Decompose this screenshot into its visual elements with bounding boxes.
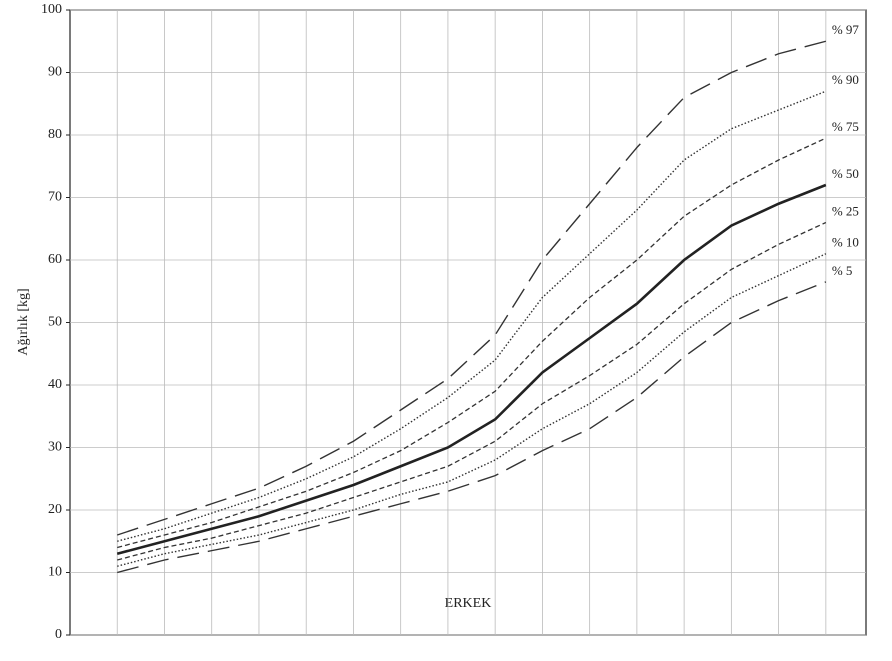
series-label: % 50 xyxy=(832,166,859,181)
y-tick-label: 50 xyxy=(48,315,62,330)
y-tick-label: 100 xyxy=(41,2,62,17)
percentile-line xyxy=(117,137,827,549)
percentile-line xyxy=(117,221,827,561)
percentile-line xyxy=(116,183,827,556)
y-tick-label: 20 xyxy=(48,502,62,517)
series-label: % 97 xyxy=(832,22,860,37)
y-axis-label: Ağırlık [kg] xyxy=(16,288,31,355)
y-tick-label: 0 xyxy=(55,627,62,642)
y-tick-label: 80 xyxy=(48,127,62,142)
series-label: % 75 xyxy=(832,119,859,134)
percentile-line xyxy=(117,253,827,567)
series-label: % 25 xyxy=(832,203,859,218)
annotation: ERKEK xyxy=(445,596,492,611)
series-label: % 5 xyxy=(832,263,853,278)
series-label: % 10 xyxy=(832,235,859,250)
y-tick-label: 40 xyxy=(48,377,62,392)
percentile-line xyxy=(117,90,827,542)
y-tick-label: 30 xyxy=(48,440,62,455)
series-label: % 90 xyxy=(832,72,859,87)
y-tick-label: 90 xyxy=(48,65,62,80)
percentile-line xyxy=(117,40,827,536)
y-tick-label: 70 xyxy=(48,190,62,205)
percentile-line xyxy=(117,281,827,574)
y-tick-label: 60 xyxy=(48,252,62,267)
y-tick-label: 10 xyxy=(48,565,62,580)
